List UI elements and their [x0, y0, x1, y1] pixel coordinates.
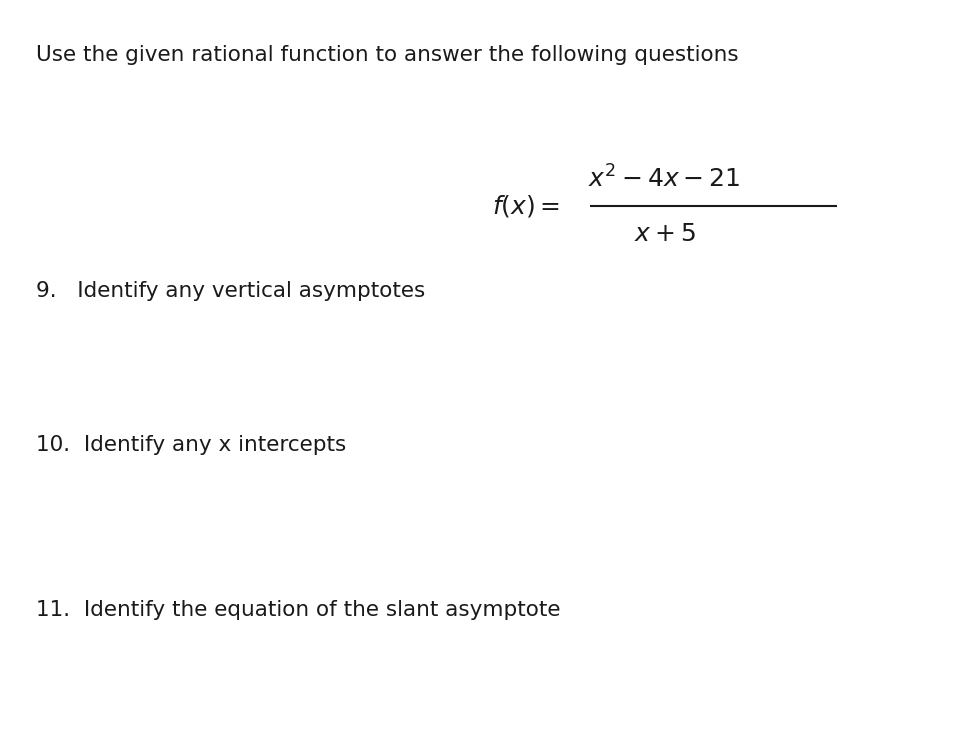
Text: Use the given rational function to answer the following questions: Use the given rational function to answe… [36, 45, 739, 65]
Text: $x + 5$: $x + 5$ [634, 222, 695, 246]
Text: 10.  Identify any x intercepts: 10. Identify any x intercepts [36, 435, 347, 455]
Text: 9.   Identify any vertical asymptotes: 9. Identify any vertical asymptotes [36, 281, 425, 302]
Text: 11.  Identify the equation of the slant asymptote: 11. Identify the equation of the slant a… [36, 600, 561, 620]
Text: $f(x) =$: $f(x) =$ [492, 194, 560, 219]
Text: $x^2 - 4x - 21$: $x^2 - 4x - 21$ [588, 165, 741, 192]
